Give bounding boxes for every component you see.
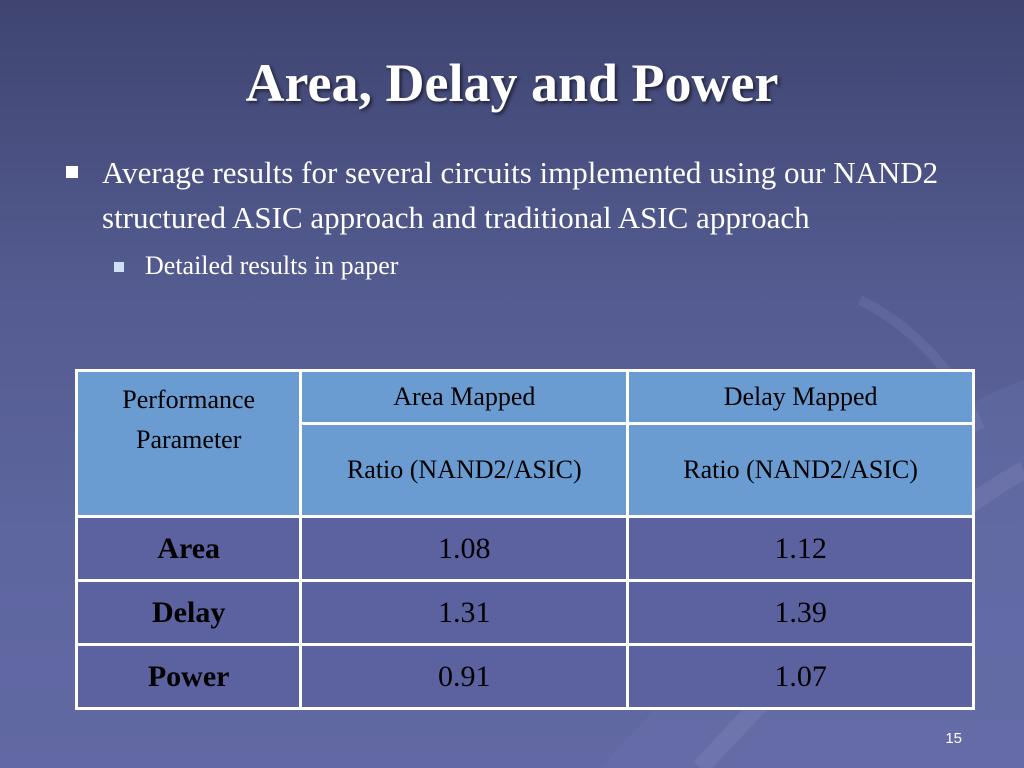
- bullet-square-icon: [66, 166, 78, 178]
- header-performance-parameter: Performance Parameter: [74, 369, 303, 518]
- header-area-mapped: Area Mapped: [299, 369, 630, 425]
- header-area-ratio: Ratio (NAND2/ASIC): [299, 422, 630, 518]
- cell-delay-mapped: 1.07: [626, 643, 975, 710]
- row-label: Power: [74, 643, 303, 710]
- bullet-list: Average results for several circuits imp…: [62, 150, 992, 284]
- cell-area-mapped: 1.31: [299, 579, 630, 646]
- slide-title: Area, Delay and Power: [245, 53, 779, 113]
- table-row-power: Power 0.91 1.07: [74, 643, 975, 710]
- sub-bullet-item: Detailed results in paper: [112, 248, 992, 284]
- cell-area-mapped: 0.91: [299, 643, 630, 710]
- cell-delay-mapped: 1.12: [626, 515, 975, 582]
- header-delay-mapped: Delay Mapped: [626, 369, 975, 425]
- table-row-area: Area 1.08 1.12: [74, 515, 975, 582]
- cell-delay-mapped: 1.39: [626, 579, 975, 646]
- row-label: Delay: [74, 579, 303, 646]
- bullet-item: Average results for several circuits imp…: [62, 150, 992, 240]
- sub-bullet-text: Detailed results in paper: [145, 251, 399, 280]
- row-label: Area: [74, 515, 303, 582]
- results-table: Performance Parameter Area Mapped Delay …: [74, 369, 975, 710]
- sub-bullet-square-icon: [114, 262, 124, 272]
- page-number: 15: [945, 730, 962, 747]
- table-row-delay: Delay 1.31 1.39: [74, 579, 975, 646]
- header-delay-ratio: Ratio (NAND2/ASIC): [626, 422, 975, 518]
- cell-area-mapped: 1.08: [299, 515, 630, 582]
- bullet-text: Average results for several circuits imp…: [102, 155, 939, 235]
